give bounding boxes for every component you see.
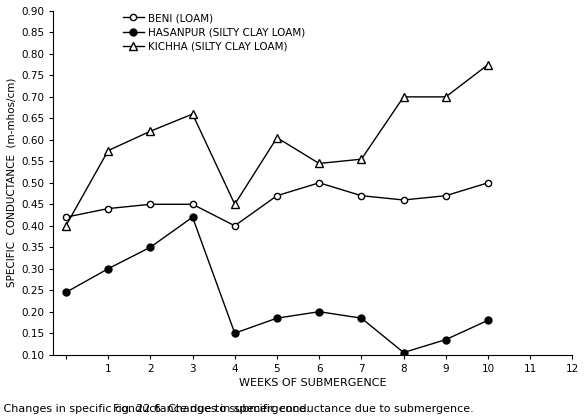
KICHHA (SILTY CLAY LOAM)	[63, 223, 70, 228]
KICHHA (SILTY CLAY LOAM)	[189, 112, 196, 117]
Text: Changes in specific conductance due to submergence.: Changes in specific conductance due to s…	[0, 404, 309, 414]
BENI (LOAM)	[485, 180, 492, 185]
HASANPUR (SILTY CLAY LOAM)	[316, 309, 323, 314]
BENI (LOAM)	[274, 193, 281, 198]
HASANPUR (SILTY CLAY LOAM)	[105, 266, 112, 271]
KICHHA (SILTY CLAY LOAM)	[485, 62, 492, 67]
BENI (LOAM)	[316, 180, 323, 185]
BENI (LOAM)	[400, 197, 407, 202]
Line: BENI (LOAM): BENI (LOAM)	[63, 180, 491, 229]
HASANPUR (SILTY CLAY LOAM)	[400, 350, 407, 355]
Legend: BENI (LOAM), HASANPUR (SILTY CLAY LOAM), KICHHA (SILTY CLAY LOAM): BENI (LOAM), HASANPUR (SILTY CLAY LOAM),…	[121, 11, 307, 53]
Line: KICHHA (SILTY CLAY LOAM): KICHHA (SILTY CLAY LOAM)	[62, 61, 492, 230]
HASANPUR (SILTY CLAY LOAM)	[274, 315, 281, 320]
KICHHA (SILTY CLAY LOAM)	[400, 94, 407, 100]
Text: Fig. 22.6. Changes in specific conductance due to submergence.: Fig. 22.6. Changes in specific conductan…	[113, 406, 473, 416]
BENI (LOAM)	[442, 193, 449, 198]
HASANPUR (SILTY CLAY LOAM)	[189, 215, 196, 220]
KICHHA (SILTY CLAY LOAM)	[358, 157, 365, 162]
KICHHA (SILTY CLAY LOAM)	[274, 135, 281, 140]
KICHHA (SILTY CLAY LOAM)	[105, 148, 112, 153]
HASANPUR (SILTY CLAY LOAM)	[63, 290, 70, 295]
HASANPUR (SILTY CLAY LOAM)	[231, 331, 239, 336]
BENI (LOAM)	[105, 206, 112, 211]
Line: HASANPUR (SILTY CLAY LOAM): HASANPUR (SILTY CLAY LOAM)	[63, 214, 492, 356]
BENI (LOAM)	[189, 202, 196, 207]
X-axis label: WEEKS OF SUBMERGENCE: WEEKS OF SUBMERGENCE	[239, 378, 387, 388]
BENI (LOAM)	[147, 202, 154, 207]
Text: Fig. 22.6. Changes in specific conductance due to submergence.: Fig. 22.6. Changes in specific conductan…	[113, 404, 473, 414]
BENI (LOAM)	[63, 215, 70, 220]
HASANPUR (SILTY CLAY LOAM)	[358, 315, 365, 320]
KICHHA (SILTY CLAY LOAM)	[316, 161, 323, 166]
KICHHA (SILTY CLAY LOAM)	[231, 202, 239, 207]
HASANPUR (SILTY CLAY LOAM)	[485, 318, 492, 323]
Y-axis label: SPECIFIC  CONDUCTANCE  (m-mhos/cm): SPECIFIC CONDUCTANCE (m-mhos/cm)	[7, 78, 17, 288]
BENI (LOAM)	[358, 193, 365, 198]
BENI (LOAM)	[231, 223, 239, 228]
KICHHA (SILTY CLAY LOAM)	[442, 94, 449, 100]
KICHHA (SILTY CLAY LOAM)	[147, 129, 154, 134]
HASANPUR (SILTY CLAY LOAM)	[442, 337, 449, 342]
HASANPUR (SILTY CLAY LOAM)	[147, 245, 154, 250]
